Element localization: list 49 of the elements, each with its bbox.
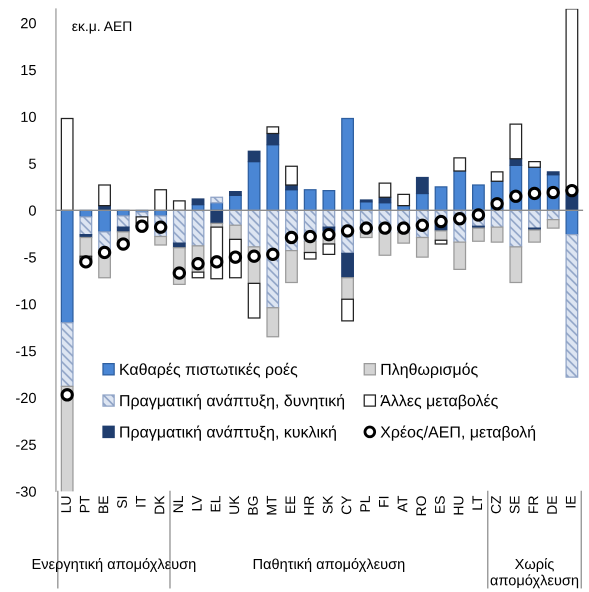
x-tick-label: FR [528, 496, 538, 513]
legend-label: Πραγματική ανάπτυξη, κυκλική [120, 425, 336, 441]
y-tick-label: -25 [16, 440, 36, 450]
y-tick-label: 10 [21, 112, 36, 122]
x-tick-label: BG [248, 496, 258, 514]
x-tick-label: HR [304, 496, 314, 514]
text: Ενεργητική απομόχλευση [32, 558, 196, 572]
x-tick-label: UK [229, 496, 240, 514]
y-tick-label: -15 [16, 346, 36, 356]
x-tick-label: FI [378, 496, 389, 507]
y-tick-label: -10 [16, 299, 36, 310]
y-tick-label: -5 [24, 252, 36, 263]
y-tick-label: 5 [28, 158, 36, 169]
x-tick-label: CZ [491, 496, 501, 514]
x-tick-label: MT [266, 496, 276, 514]
x-tick-label: PT [80, 496, 90, 512]
legend-label: Πληθωρισμός [382, 362, 478, 378]
x-tick-label: NL [173, 496, 183, 512]
legend-label: Άλλες μεταβολές [380, 394, 498, 410]
y-tick-label: -20 [16, 392, 36, 404]
y-tick-label: 20 [21, 18, 36, 28]
x-tick-label: LU [61, 496, 71, 512]
x-tick-label: RO [416, 496, 426, 516]
legend-label: Χρέος/ΑΕΠ, μεταβολή [380, 425, 536, 441]
legend-label: Πραγματική ανάπτυξη, δυνητική [120, 394, 344, 410]
x-tick-label: IT [136, 496, 146, 507]
x-tick-label: LV [192, 496, 202, 510]
x-tick-label: ES [434, 496, 445, 513]
x-tick-label: PL [360, 496, 370, 512]
text: Χωρίς απομόχλευση [490, 558, 578, 588]
legend-label: Καθαρές πιστωτικές ροές [120, 362, 298, 378]
x-tick-label: CY [341, 496, 352, 514]
x-tick-label: EL [210, 496, 220, 512]
x-tick-label: EE [286, 496, 296, 513]
x-tick-label: BE [98, 496, 108, 513]
x-tick-label: SI [117, 496, 127, 508]
x-tick-label: AT [398, 496, 408, 512]
x-tick-label: DK [154, 496, 164, 514]
x-tick-label: HU [454, 496, 464, 514]
x-tick-label: IE [566, 496, 576, 508]
text: Παθητική απομόχλευση [254, 558, 404, 572]
x-tick-label: DE [547, 496, 557, 514]
x-tick-label: SE [510, 496, 520, 514]
x-tick-label: LT [472, 496, 482, 510]
x-tick-label: SK [322, 496, 333, 514]
y-tick-label: 15 [21, 65, 36, 76]
y-tick-label: 0 [28, 205, 36, 216]
y-tick-label: -30 [16, 486, 36, 497]
annotation: εκ.μ. ΑΕΠ [72, 21, 132, 34]
